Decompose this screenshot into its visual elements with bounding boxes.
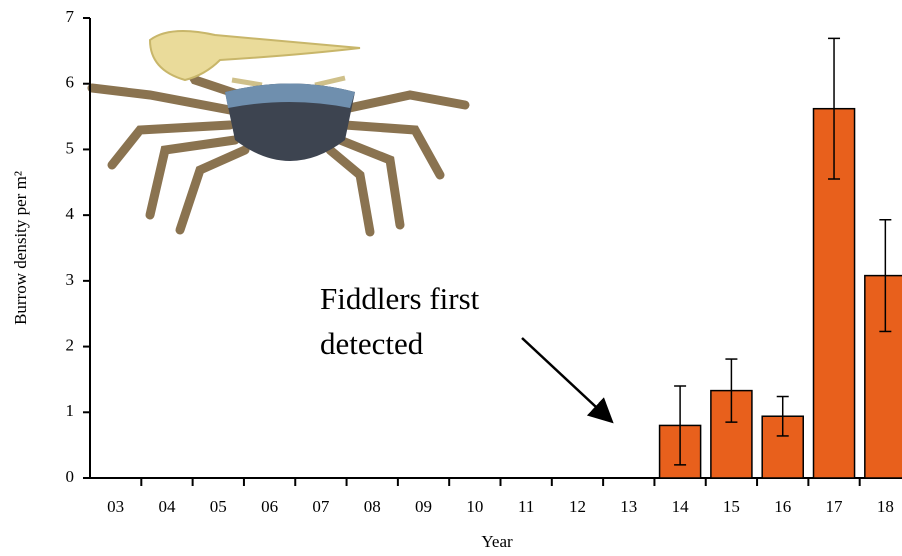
x-tick-label: 07 <box>312 497 330 516</box>
y-tick-label: 2 <box>66 335 75 354</box>
x-tick-label: 06 <box>261 497 278 516</box>
annotation: Fiddlers first <box>320 281 480 316</box>
x-tick-label: 03 <box>107 497 124 516</box>
x-tick-label: 09 <box>415 497 432 516</box>
x-tick-label: 13 <box>620 497 637 516</box>
annotation-arrow <box>521 337 614 424</box>
x-tick-label: 05 <box>210 497 227 516</box>
x-tick-label: 08 <box>364 497 381 516</box>
x-tick-label: 11 <box>518 497 534 516</box>
x-tick-label: 16 <box>774 497 791 516</box>
y-tick-label: 5 <box>66 138 75 157</box>
x-axis-title: Year <box>481 532 513 551</box>
x-tick-label: 10 <box>466 497 483 516</box>
x-tick-label: 18 <box>877 497 894 516</box>
y-tick-label: 3 <box>66 270 75 289</box>
y-tick-label: 6 <box>66 73 75 92</box>
annotation: detected <box>320 326 424 361</box>
y-tick-label: 0 <box>66 467 75 486</box>
y-tick-label: 4 <box>66 204 75 223</box>
crab-illustration <box>87 30 470 237</box>
bar <box>864 274 902 479</box>
x-tick-label: 17 <box>826 497 844 516</box>
x-tick-label: 12 <box>569 497 586 516</box>
x-tick-label: 15 <box>723 497 740 516</box>
y-tick-label: 1 <box>66 401 75 420</box>
x-tick-label: 04 <box>158 497 176 516</box>
y-axis-title: Burrow density per m² <box>11 171 30 325</box>
x-tick-label: 14 <box>672 497 690 516</box>
y-tick-label: 7 <box>66 7 75 26</box>
